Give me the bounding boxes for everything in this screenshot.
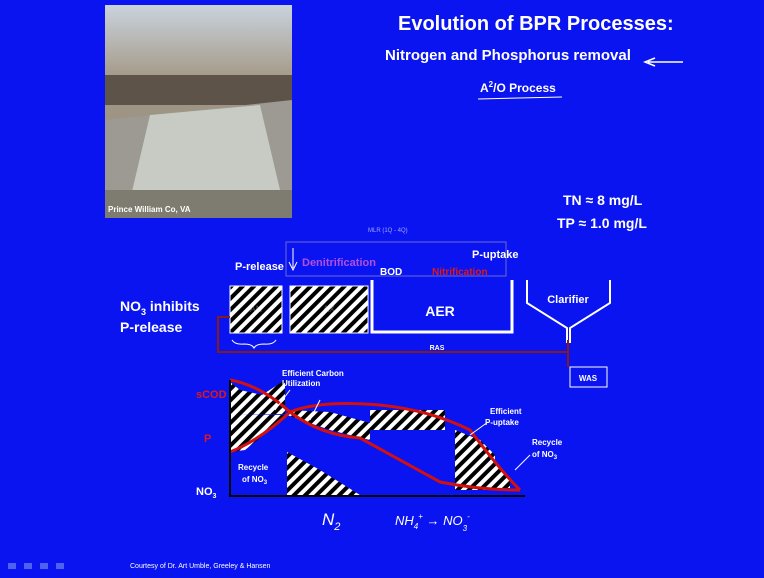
tn: TN ≈ 8 mg/L bbox=[563, 192, 643, 208]
bod: BOD bbox=[380, 267, 402, 278]
ras-label: RAS bbox=[430, 345, 445, 352]
credit: Courtesy of Dr. Art Umble, Greeley & Han… bbox=[130, 563, 271, 570]
ax-label: AX bbox=[323, 304, 335, 314]
photo: Prince William Co, VA bbox=[105, 5, 292, 218]
clarifier-label: Clarifier bbox=[547, 294, 589, 306]
scod-label: sCOD bbox=[196, 389, 227, 401]
nitrification: Nitrification bbox=[432, 267, 488, 278]
mlr-label: MLR (1Q - 4Q) bbox=[368, 228, 408, 234]
slide: Prince William Co, VA Evolution of BPR P… bbox=[0, 0, 764, 578]
p-uptake: P-uptake bbox=[472, 249, 518, 261]
aer-label: AER bbox=[425, 303, 455, 319]
p-release: P-release bbox=[235, 261, 284, 273]
tp: TP ≈ 1.0 mg/L bbox=[557, 215, 647, 231]
denitrification: Denitrification bbox=[302, 257, 376, 269]
p-label: P bbox=[204, 433, 211, 445]
subtitle: Nitrogen and Phosphorus removal bbox=[385, 47, 631, 64]
was-label: WAS bbox=[579, 374, 598, 383]
title: Evolution of BPR Processes: bbox=[398, 13, 674, 35]
an-label: AN bbox=[250, 304, 263, 314]
page: Prince William Co, VA Evolution of BPR P… bbox=[0, 0, 764, 578]
photo-caption: Prince William Co, VA bbox=[108, 205, 191, 214]
note-line2: P-release bbox=[120, 319, 182, 335]
